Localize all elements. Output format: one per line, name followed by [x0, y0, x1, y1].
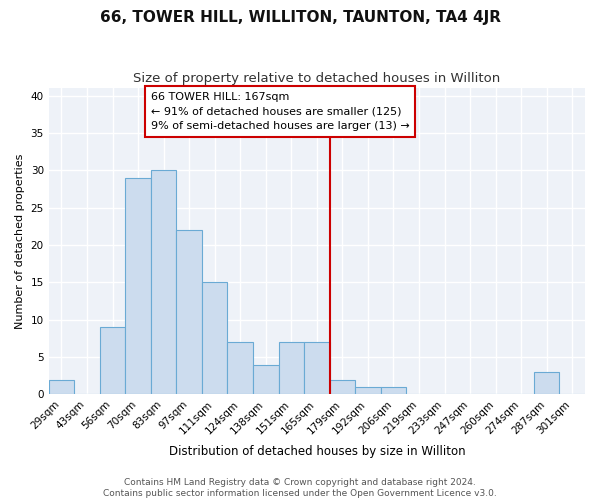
- Bar: [380, 387, 406, 394]
- Text: 66 TOWER HILL: 167sqm
← 91% of detached houses are smaller (125)
9% of semi-deta: 66 TOWER HILL: 167sqm ← 91% of detached …: [151, 92, 410, 132]
- Bar: [202, 282, 227, 395]
- Bar: [304, 342, 329, 394]
- Text: 66, TOWER HILL, WILLITON, TAUNTON, TA4 4JR: 66, TOWER HILL, WILLITON, TAUNTON, TA4 4…: [100, 10, 500, 25]
- Bar: [227, 342, 253, 394]
- Bar: [253, 364, 278, 394]
- X-axis label: Distribution of detached houses by size in Williton: Distribution of detached houses by size …: [169, 444, 465, 458]
- Y-axis label: Number of detached properties: Number of detached properties: [15, 154, 25, 329]
- Bar: [534, 372, 559, 394]
- Bar: [125, 178, 151, 394]
- Bar: [100, 327, 125, 394]
- Bar: [176, 230, 202, 394]
- Bar: [355, 387, 380, 394]
- Text: Contains HM Land Registry data © Crown copyright and database right 2024.
Contai: Contains HM Land Registry data © Crown c…: [103, 478, 497, 498]
- Bar: [151, 170, 176, 394]
- Title: Size of property relative to detached houses in Williton: Size of property relative to detached ho…: [133, 72, 500, 86]
- Bar: [49, 380, 74, 394]
- Bar: [329, 380, 355, 394]
- Bar: [278, 342, 304, 394]
